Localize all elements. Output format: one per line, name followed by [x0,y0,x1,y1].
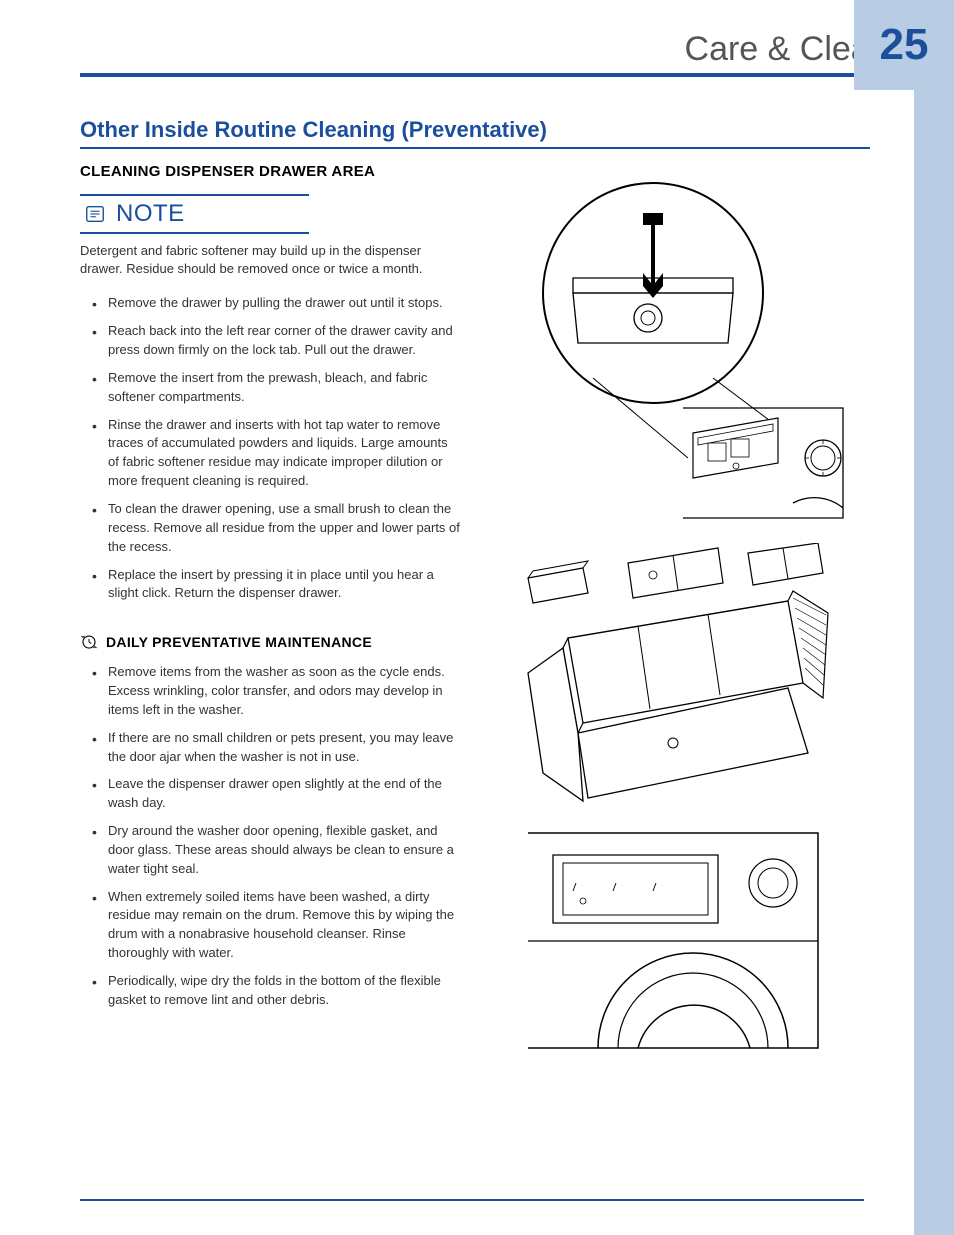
list-item: Rinse the drawer and inserts with hot ta… [96,416,462,491]
list-item: If there are no small children or pets p… [96,729,462,767]
maintenance-list: Remove items from the washer as soon as … [80,663,462,1010]
cleaning-steps-list: Remove the drawer by pulling the drawer … [80,294,462,603]
note-box: NOTE Detergent and fabric softener may b… [80,194,462,278]
page-header: Care & Cleaning 25 [80,30,954,69]
list-item: To clean the drawer opening, use a small… [96,500,462,557]
footer-divider [80,1199,864,1201]
list-item: Reach back into the left rear corner of … [96,322,462,360]
maintenance-heading: DAILY PREVENTATIVE MAINTENANCE [80,633,462,651]
diagram-drawer-exploded [508,543,838,803]
header-divider [80,73,854,77]
list-item: Replace the insert by pressing it in pla… [96,566,462,604]
right-sidebar-decoration [914,0,954,1235]
section-divider [80,147,870,149]
section-title: Other Inside Routine Cleaning (Preventat… [80,117,954,143]
note-header: NOTE [80,194,309,234]
diagram-washer-front [518,823,828,1053]
note-label: NOTE [116,200,185,228]
page-number: 25 [880,20,929,70]
list-item: Dry around the washer door opening, flex… [96,822,462,879]
subsection-title: CLEANING DISPENSER DRAWER AREA [80,163,462,180]
content-columns: CLEANING DISPENSER DRAWER AREA NOTE Dete… [80,163,954,1053]
list-item: Remove the drawer by pulling the drawer … [96,294,462,313]
maintenance-title: DAILY PREVENTATIVE MAINTENANCE [106,634,372,650]
list-item: Periodically, wipe dry the folds in the … [96,972,462,1010]
page-number-box: 25 [854,0,954,90]
note-icon [84,203,106,225]
diagram-drawer-detail [493,163,853,523]
page-container: Care & Cleaning 25 Other Inside Routine … [0,0,954,1235]
right-column [482,163,864,1053]
list-item: Remove the insert from the prewash, blea… [96,369,462,407]
list-item: Remove items from the washer as soon as … [96,663,462,720]
list-item: When extremely soiled items have been wa… [96,888,462,963]
note-text: Detergent and fabric softener may build … [80,242,462,278]
left-column: CLEANING DISPENSER DRAWER AREA NOTE Dete… [80,163,462,1053]
clock-refresh-icon [80,633,98,651]
list-item: Leave the dispenser drawer open slightly… [96,775,462,813]
